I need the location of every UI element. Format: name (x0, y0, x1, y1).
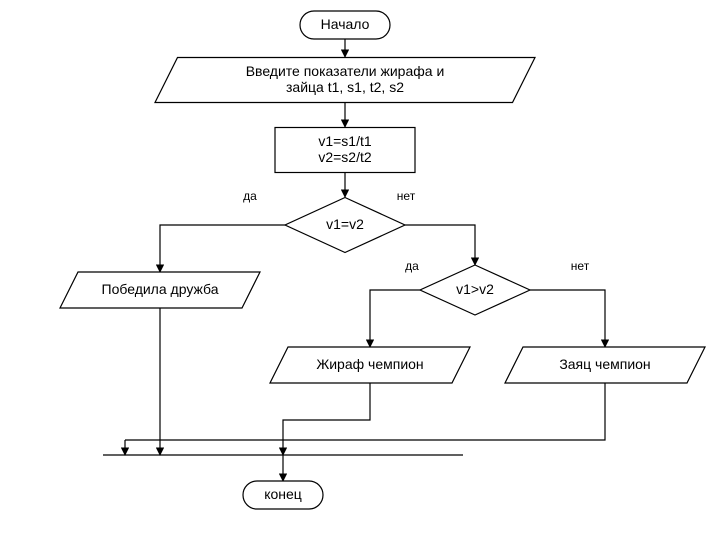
node-label: v1=s1/t1v2=s2/t2 (318, 133, 372, 165)
branch-label-dec2_yes: да (405, 259, 419, 273)
edge (370, 290, 420, 347)
node-label: v1=v2 (326, 216, 364, 232)
node-label: Победила дружба (102, 281, 219, 297)
branch-label-dec1_yes: да (243, 189, 257, 203)
edge (125, 383, 605, 440)
node-label: Заяц чемпион (559, 356, 650, 372)
node-label: v1>v2 (456, 281, 494, 297)
edge (160, 225, 285, 272)
node-label: Жираф чемпион (316, 356, 423, 372)
edge (283, 383, 370, 455)
branch-label-dec2_no: нет (571, 259, 590, 273)
node-label: Начало (321, 16, 370, 32)
node-label: конец (264, 486, 302, 502)
branch-label-dec1_no: нет (397, 189, 416, 203)
edge (530, 290, 605, 347)
